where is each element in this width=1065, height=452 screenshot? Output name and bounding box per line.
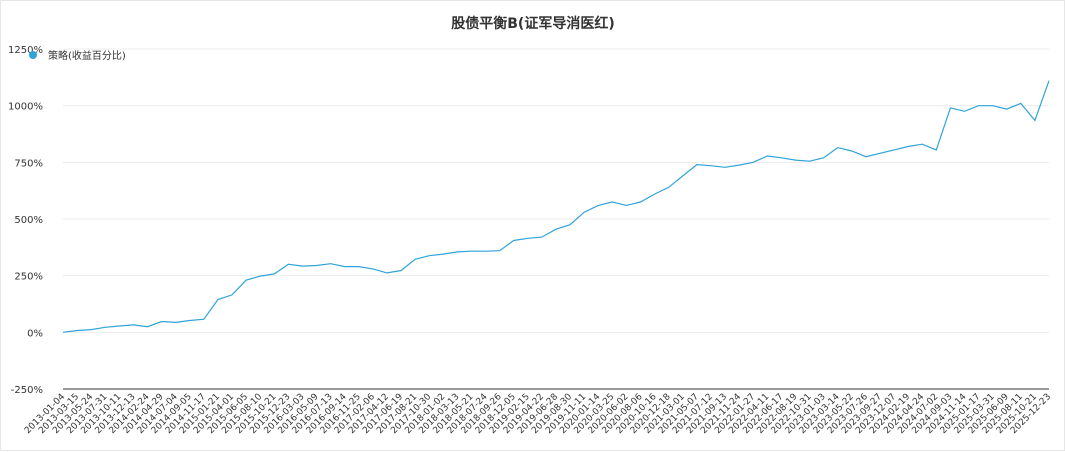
y-tick-label: 1000% (8, 102, 43, 113)
legend-label[interactable]: 策略(收益百分比) (48, 49, 126, 62)
y-tick-label: 750% (14, 158, 43, 169)
y-tick-label: 500% (14, 215, 43, 226)
grid-lines (63, 48, 1049, 390)
y-tick-label: 1250% (8, 45, 43, 56)
y-tick-label: 250% (14, 272, 43, 283)
y-axis-ticks: 1250% 1000% 750% 500% 250% 0% -250% (8, 45, 43, 396)
chart-title: 股债平衡B(证军导消医红) (451, 15, 614, 32)
legend[interactable]: 策略(收益百分比) (29, 49, 126, 62)
legend-marker[interactable] (29, 51, 37, 59)
series-line[interactable] (62, 80, 1050, 333)
y-tick-label: -250% (11, 385, 43, 396)
series-layer (62, 80, 1050, 333)
x-axis-ticks: 2013-01-042013-03-152013-05-242013-07-31… (23, 392, 1053, 436)
y-tick-label: 0% (27, 328, 43, 339)
